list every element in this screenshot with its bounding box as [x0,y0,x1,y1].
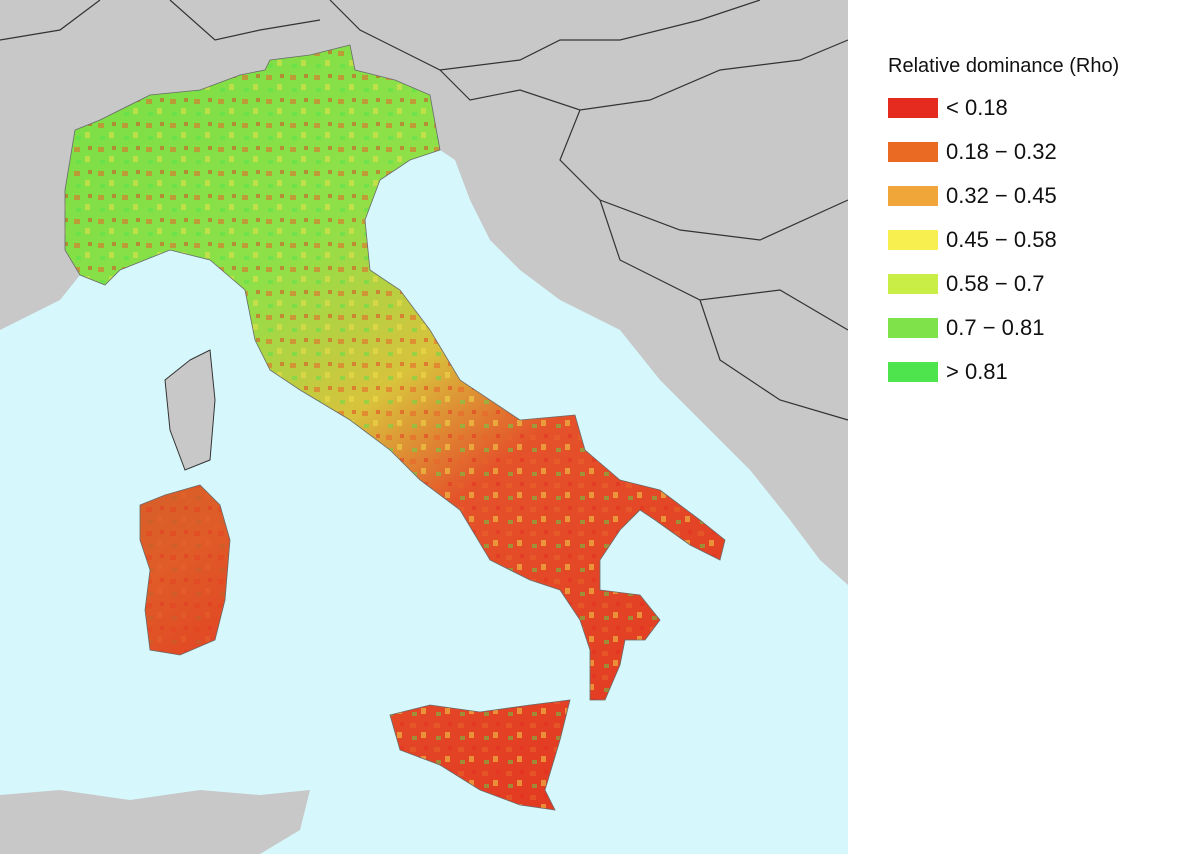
land-north [0,0,848,585]
legend-swatch [888,186,938,206]
borders [0,0,849,421]
legend-swatch [888,362,938,382]
legend-label: 0.32 − 0.45 [946,183,1057,208]
legend: < 0.18 0.18 − 0.32 0.32 − 0.45 0.45 − 0.58 0… [888,95,1057,384]
legend-swatch [888,230,938,250]
legend-title: Relative dominance (Rho) [888,55,1119,77]
legend-label: < 0.18 [946,95,1008,120]
legend-panel [848,0,1198,854]
legend-swatch [888,274,938,294]
legend-label: 0.45 − 0.58 [946,227,1057,252]
legend-swatch [888,142,938,162]
legend-label: 0.58 − 0.7 [946,271,1044,296]
legend-label: 0.18 − 0.32 [946,139,1057,164]
land-south [0,790,310,854]
legend-swatch [888,98,938,118]
legend-label: 0.7 − 0.81 [946,315,1044,340]
corsica [164,349,216,471]
legend-swatch [888,318,938,338]
legend-label: > 0.81 [946,359,1008,384]
